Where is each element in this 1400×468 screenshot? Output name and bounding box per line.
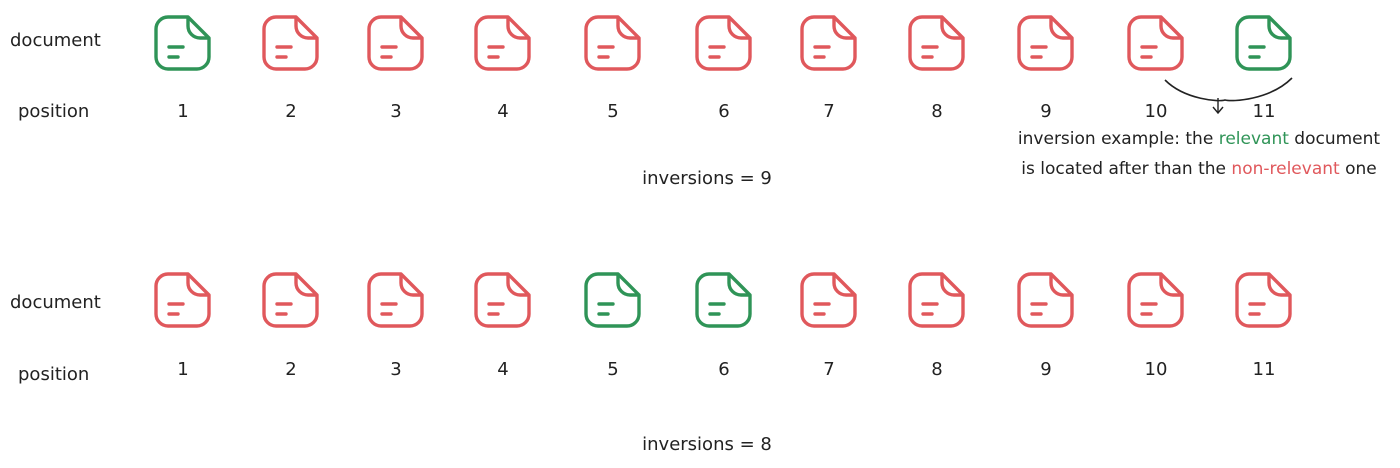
annotation-line-1-suffix: document <box>1288 129 1381 149</box>
position-number: 6 <box>718 359 730 380</box>
position-number: 7 <box>823 101 835 122</box>
non-relevant-document-icon <box>1233 269 1295 331</box>
relevant-document-icon <box>152 12 214 74</box>
position-number: 5 <box>607 359 619 380</box>
position-number: 1 <box>177 101 189 122</box>
non-relevant-document-icon <box>365 269 427 331</box>
non-relevant-document-icon <box>1015 269 1077 331</box>
position-row-label-1: position <box>18 101 90 122</box>
annotation-line-1-prefix: inversion example: the <box>1017 129 1219 149</box>
position-number: 8 <box>931 359 943 380</box>
position-number: 10 <box>1144 359 1168 380</box>
position-number: 6 <box>718 101 730 122</box>
document-row-label-1: document <box>10 30 101 51</box>
non-relevant-document-icon <box>906 269 968 331</box>
position-number: 9 <box>1040 359 1052 380</box>
non-relevant-document-icon <box>1125 12 1187 74</box>
inversions-count-2: inversions = 8 <box>642 434 772 455</box>
position-number: 3 <box>390 359 402 380</box>
non-relevant-document-icon <box>260 269 322 331</box>
annotation-line-2-prefix: is located after than the <box>1021 159 1232 179</box>
document-row-label-2: document <box>10 292 101 313</box>
inversion-brace <box>1164 77 1293 115</box>
non-relevant-document-icon <box>260 12 322 74</box>
annotation-line-2: is located after than the non-relevant o… <box>1004 154 1394 184</box>
inversion-annotation: inversion example: the relevant document… <box>1004 124 1394 184</box>
non-relevant-document-icon <box>693 12 755 74</box>
position-number: 3 <box>390 101 402 122</box>
non-relevant-document-icon <box>798 12 860 74</box>
position-number: 5 <box>607 101 619 122</box>
position-number: 11 <box>1252 101 1276 122</box>
non-relevant-document-icon <box>582 12 644 74</box>
position-number: 7 <box>823 359 835 380</box>
annotation-relevant-word: relevant <box>1218 129 1289 149</box>
position-number: 10 <box>1144 101 1168 122</box>
relevant-document-icon <box>582 269 644 331</box>
annotation-non-relevant-word: non-relevant <box>1231 159 1340 179</box>
inversions-count-1: inversions = 9 <box>642 168 772 189</box>
non-relevant-document-icon <box>472 12 534 74</box>
relevant-document-icon <box>693 269 755 331</box>
position-number: 2 <box>285 359 297 380</box>
non-relevant-document-icon <box>1125 269 1187 331</box>
non-relevant-document-icon <box>152 269 214 331</box>
position-number: 4 <box>497 359 509 380</box>
position-number: 4 <box>497 101 509 122</box>
position-number: 1 <box>177 359 189 380</box>
relevant-document-icon <box>1233 12 1295 74</box>
position-number: 2 <box>285 101 297 122</box>
position-number: 8 <box>931 101 943 122</box>
annotation-line-2-suffix: one <box>1339 159 1377 179</box>
position-row-label-2: position <box>18 364 90 385</box>
position-number: 9 <box>1040 101 1052 122</box>
non-relevant-document-icon <box>365 12 427 74</box>
non-relevant-document-icon <box>472 269 534 331</box>
annotation-line-1: inversion example: the relevant document <box>1004 124 1394 154</box>
non-relevant-document-icon <box>1015 12 1077 74</box>
position-number: 11 <box>1252 359 1276 380</box>
non-relevant-document-icon <box>906 12 968 74</box>
non-relevant-document-icon <box>798 269 860 331</box>
